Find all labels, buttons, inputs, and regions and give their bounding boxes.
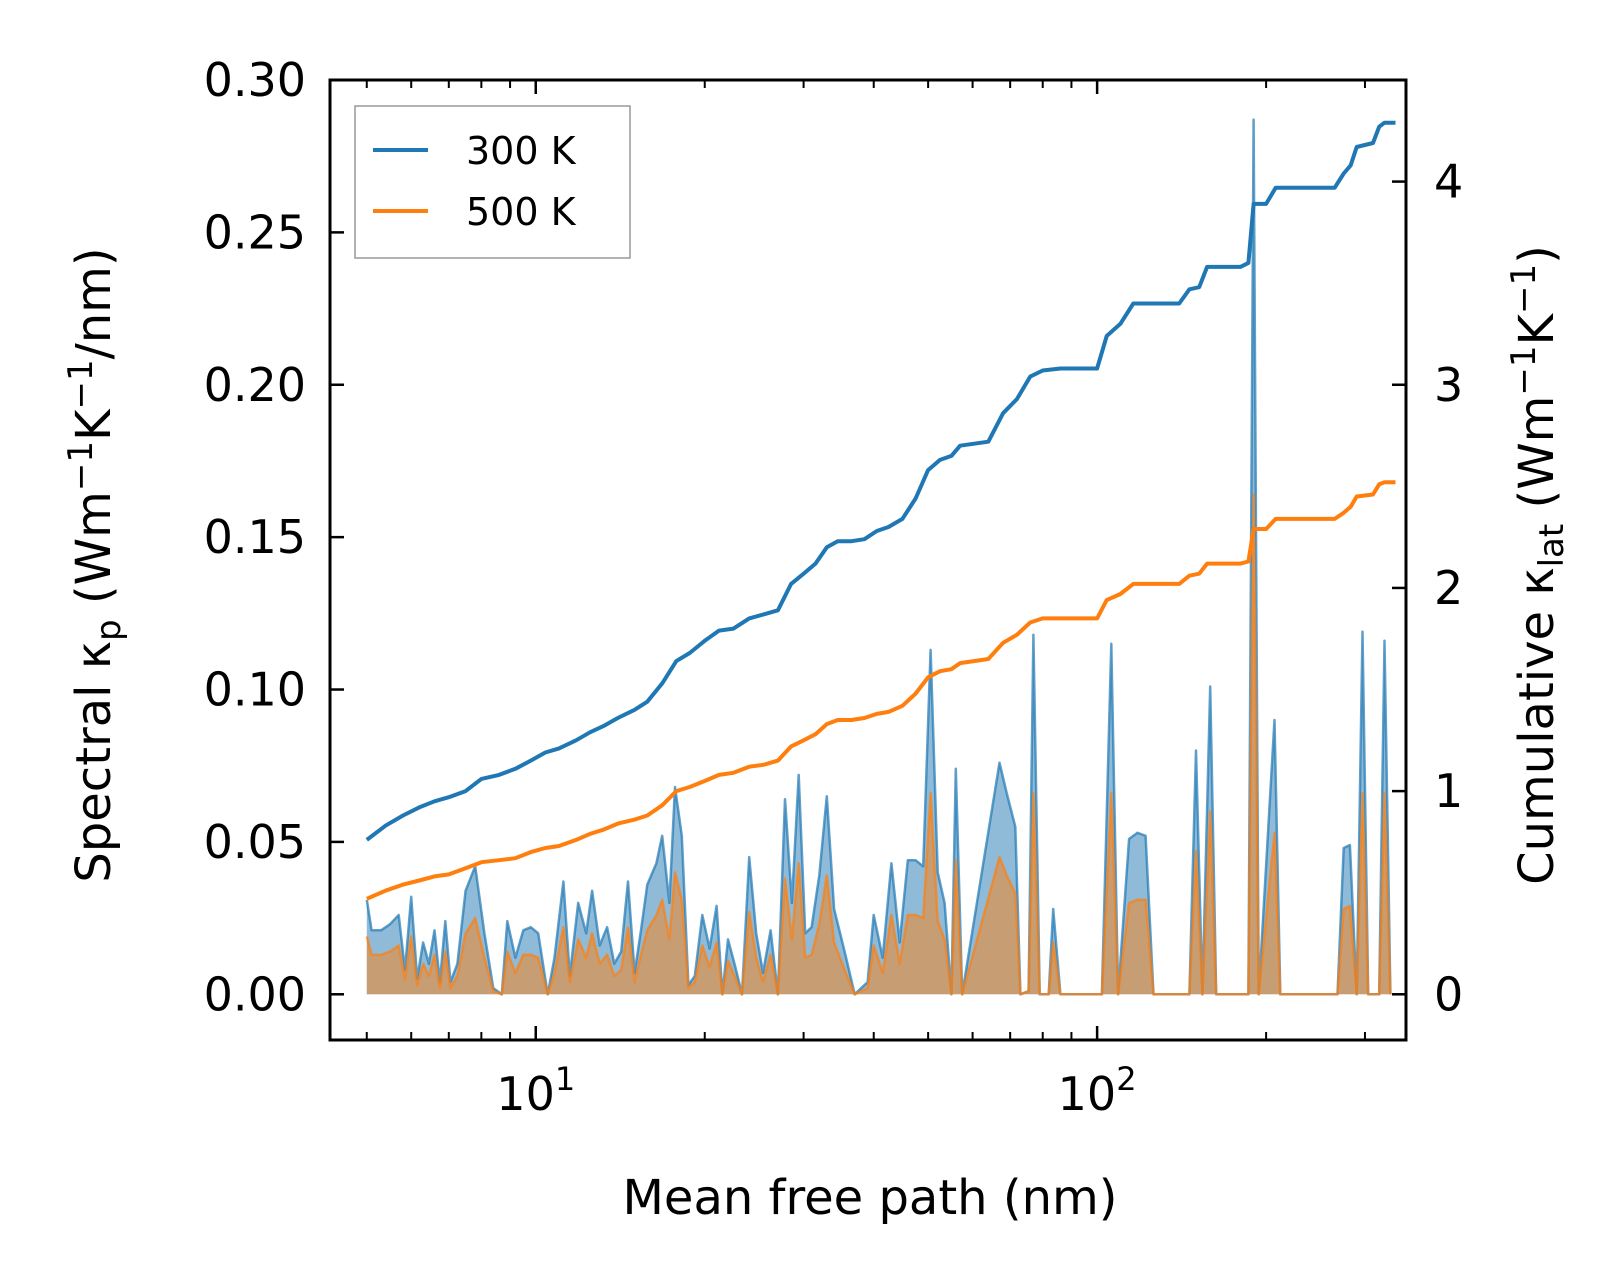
y-right-tick-label: 3: [1434, 358, 1463, 412]
y-right-tick-label: 1: [1434, 764, 1463, 818]
spectral-500k-fill: [366, 494, 1391, 995]
legend-label-300k: 300 K: [466, 129, 577, 173]
x-tick-label-exponent: 2: [1116, 1060, 1136, 1098]
axes-layer: [328, 78, 1408, 1042]
cumulative-500k-line: [366, 480, 1396, 901]
y-left-tick-label: 0.10: [204, 663, 306, 717]
x-tick-label: 102: [1058, 1060, 1137, 1121]
spectral-300k-fill: [366, 119, 1391, 995]
x-tick-label-exponent: 1: [555, 1060, 575, 1098]
y-left-tick-label: 0.05: [204, 815, 306, 869]
x-tick-label-base: 10: [1058, 1067, 1117, 1121]
legend-box: [354, 105, 631, 259]
y-right-tick-label: 2: [1434, 561, 1463, 615]
y-left-tick-label: 0.30: [204, 53, 306, 107]
y-axis-label-left: Spectral κp (Wm−1K−1/nm): [61, 247, 129, 882]
legend: 300 K 500 K: [354, 105, 631, 259]
cumulative-series-layer: [365, 120, 1396, 901]
spectral-300k-line: [365, 118, 1392, 996]
x-tick-label: 101: [496, 1060, 575, 1121]
spectral-series-layer: [365, 118, 1392, 996]
y-left-tick-label: 0.25: [204, 205, 306, 259]
x-axis-label: Mean free path (nm): [623, 1170, 1118, 1226]
y-axis-label-right: Cumulative κlat (Wm−1K−1): [1504, 245, 1572, 885]
x-tick-label-base: 10: [496, 1067, 555, 1121]
y-left-tick-label: 0.20: [204, 358, 306, 412]
plot-frame: [328, 78, 1408, 1042]
spectral-500k-line: [365, 493, 1392, 996]
y-right-tick-label: 4: [1434, 155, 1463, 209]
legend-label-500k: 500 K: [466, 190, 577, 234]
y-right-tick-label: 0: [1434, 967, 1463, 1021]
y-left-tick-label: 0.15: [204, 510, 306, 564]
y-left-tick-label: 0.00: [204, 967, 306, 1021]
cumulative-300k-line: [365, 120, 1396, 842]
